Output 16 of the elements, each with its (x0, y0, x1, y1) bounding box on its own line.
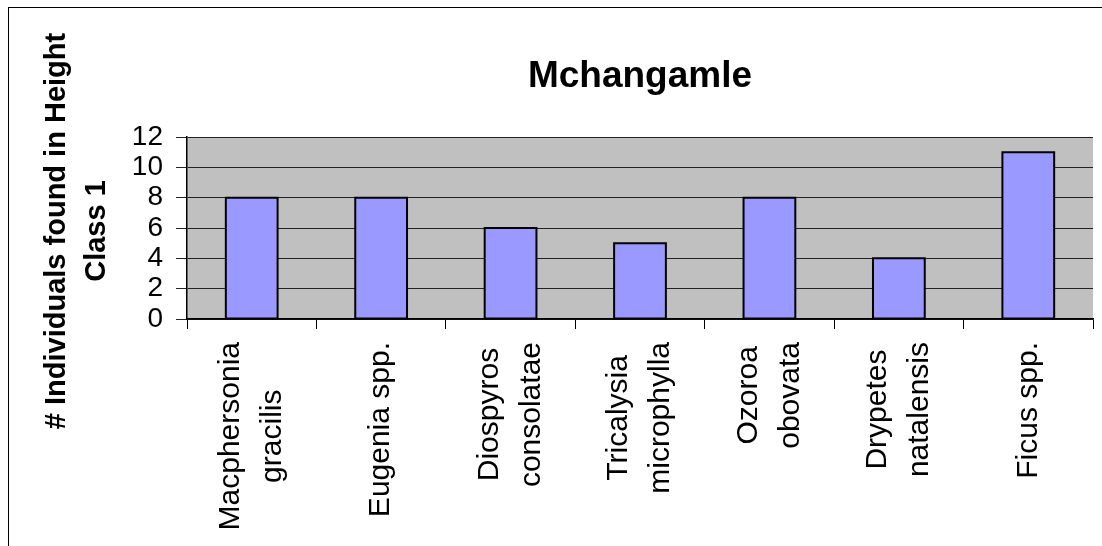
y-tick-label: 12 (131, 119, 163, 151)
y-axis-title: # Individuals found in Height Class 1 (39, 32, 111, 430)
x-tick-label: Diospyros consolatae (470, 342, 546, 488)
x-tick-label: Ozoroa obovata (729, 341, 805, 449)
chart-title: Mchangamle (527, 54, 753, 96)
x-tick-label: Drypetes natalensis (859, 342, 935, 478)
y-tick-label: 0 (147, 301, 163, 333)
x-tick-label: Tricalysia microphylla (600, 341, 676, 494)
y-tick-label: 4 (147, 241, 163, 273)
y-tick-label: 10 (131, 150, 163, 182)
x-tick-label: Macphersonia gracilis (211, 341, 287, 531)
x-tick-label: Eugenia spp. (362, 342, 396, 518)
y-tick-label: 2 (147, 271, 163, 303)
y-tick-label: 8 (147, 180, 163, 212)
x-tick-label: Ficus spp. (1009, 342, 1043, 479)
y-tick-label: 6 (147, 210, 163, 242)
